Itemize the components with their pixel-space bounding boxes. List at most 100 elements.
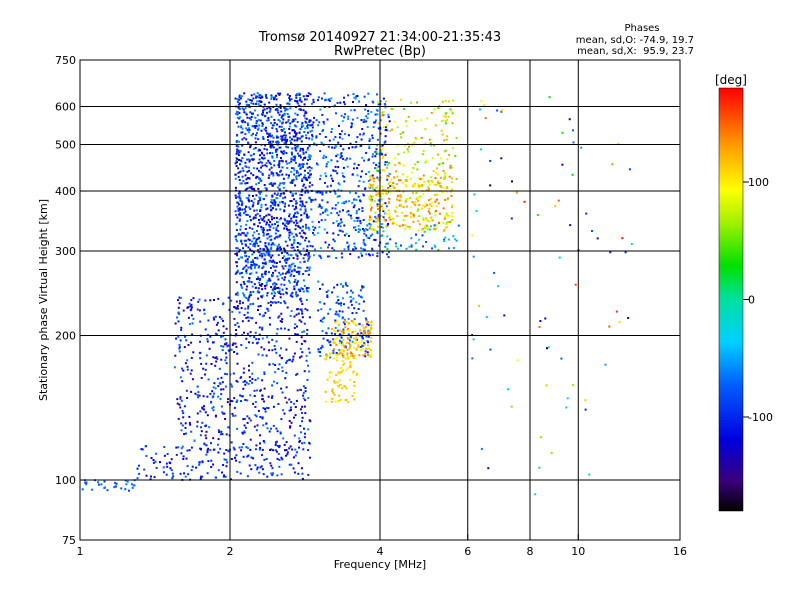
data-point bbox=[100, 483, 103, 486]
data-point bbox=[266, 246, 269, 249]
data-point bbox=[357, 344, 360, 347]
data-point bbox=[240, 182, 243, 185]
data-point bbox=[317, 309, 320, 312]
data-point bbox=[249, 243, 252, 245]
data-point bbox=[280, 157, 282, 159]
data-point bbox=[341, 310, 344, 313]
data-point bbox=[256, 377, 259, 380]
data-point bbox=[224, 338, 227, 341]
data-point bbox=[195, 466, 198, 469]
data-point bbox=[381, 114, 384, 117]
data-point bbox=[235, 140, 238, 142]
data-point bbox=[281, 135, 284, 138]
data-point bbox=[284, 219, 287, 222]
data-point bbox=[246, 285, 249, 288]
data-point bbox=[431, 219, 434, 222]
data-point bbox=[258, 284, 261, 286]
data-point bbox=[331, 390, 334, 393]
data-point bbox=[307, 172, 310, 175]
data-point bbox=[338, 371, 341, 374]
data-point bbox=[239, 394, 242, 397]
data-point bbox=[440, 177, 443, 179]
data-point bbox=[186, 359, 189, 362]
data-point bbox=[269, 279, 272, 282]
data-point bbox=[283, 138, 286, 141]
data-point bbox=[272, 136, 275, 139]
data-point bbox=[361, 156, 364, 159]
data-point bbox=[355, 145, 358, 148]
data-point bbox=[236, 113, 239, 116]
data-point bbox=[274, 201, 277, 204]
data-point bbox=[319, 174, 322, 177]
data-point bbox=[368, 138, 371, 141]
data-point bbox=[268, 101, 271, 104]
data-point bbox=[363, 248, 366, 251]
data-point bbox=[257, 297, 260, 300]
data-point bbox=[277, 286, 280, 289]
data-point bbox=[199, 410, 202, 413]
data-point bbox=[246, 182, 249, 184]
data-point bbox=[454, 238, 457, 241]
data-point bbox=[282, 409, 285, 412]
data-point bbox=[302, 166, 304, 168]
data-point bbox=[351, 118, 354, 121]
data-point bbox=[353, 398, 356, 401]
data-point bbox=[178, 347, 181, 350]
data-point bbox=[249, 419, 252, 422]
data-point bbox=[399, 98, 402, 101]
y-tick-label: 100 bbox=[55, 474, 76, 487]
data-point bbox=[406, 148, 409, 151]
data-point bbox=[355, 348, 358, 351]
data-point bbox=[253, 147, 255, 150]
data-point bbox=[300, 205, 303, 208]
data-point bbox=[475, 210, 478, 213]
data-point bbox=[264, 93, 267, 96]
data-point bbox=[301, 288, 304, 290]
data-point bbox=[347, 333, 350, 336]
data-point bbox=[246, 122, 249, 125]
data-point bbox=[225, 342, 228, 345]
data-point bbox=[409, 216, 412, 219]
data-point bbox=[571, 173, 574, 176]
data-point bbox=[335, 352, 338, 354]
data-point bbox=[351, 146, 354, 149]
data-point bbox=[443, 177, 445, 180]
data-point bbox=[384, 153, 387, 156]
data-point bbox=[263, 103, 266, 106]
data-point bbox=[277, 291, 279, 294]
data-point bbox=[199, 434, 202, 437]
data-point bbox=[290, 421, 293, 424]
data-point bbox=[276, 221, 279, 224]
data-point bbox=[265, 214, 268, 217]
data-point bbox=[275, 228, 278, 231]
data-point bbox=[360, 332, 363, 335]
data-point bbox=[271, 184, 274, 187]
data-point bbox=[239, 163, 241, 166]
data-point bbox=[234, 252, 237, 255]
data-point bbox=[285, 449, 288, 452]
data-point bbox=[296, 212, 299, 215]
data-point bbox=[271, 254, 274, 257]
data-point bbox=[425, 224, 428, 227]
data-point bbox=[326, 201, 329, 204]
data-point bbox=[275, 103, 278, 106]
data-point bbox=[248, 226, 251, 229]
data-point bbox=[291, 291, 294, 294]
data-point bbox=[239, 214, 242, 217]
data-point bbox=[253, 198, 256, 201]
data-point bbox=[244, 426, 247, 429]
data-point bbox=[442, 162, 445, 165]
data-point bbox=[234, 177, 237, 180]
data-point bbox=[386, 191, 389, 194]
data-point bbox=[196, 308, 199, 311]
data-point bbox=[480, 100, 483, 103]
data-point bbox=[337, 371, 340, 374]
data-point bbox=[263, 262, 266, 265]
data-point bbox=[276, 430, 279, 433]
data-point bbox=[349, 351, 352, 354]
data-point bbox=[234, 210, 237, 213]
data-point bbox=[305, 94, 308, 97]
data-point bbox=[235, 281, 238, 284]
x-tick-label: 10 bbox=[571, 545, 585, 558]
